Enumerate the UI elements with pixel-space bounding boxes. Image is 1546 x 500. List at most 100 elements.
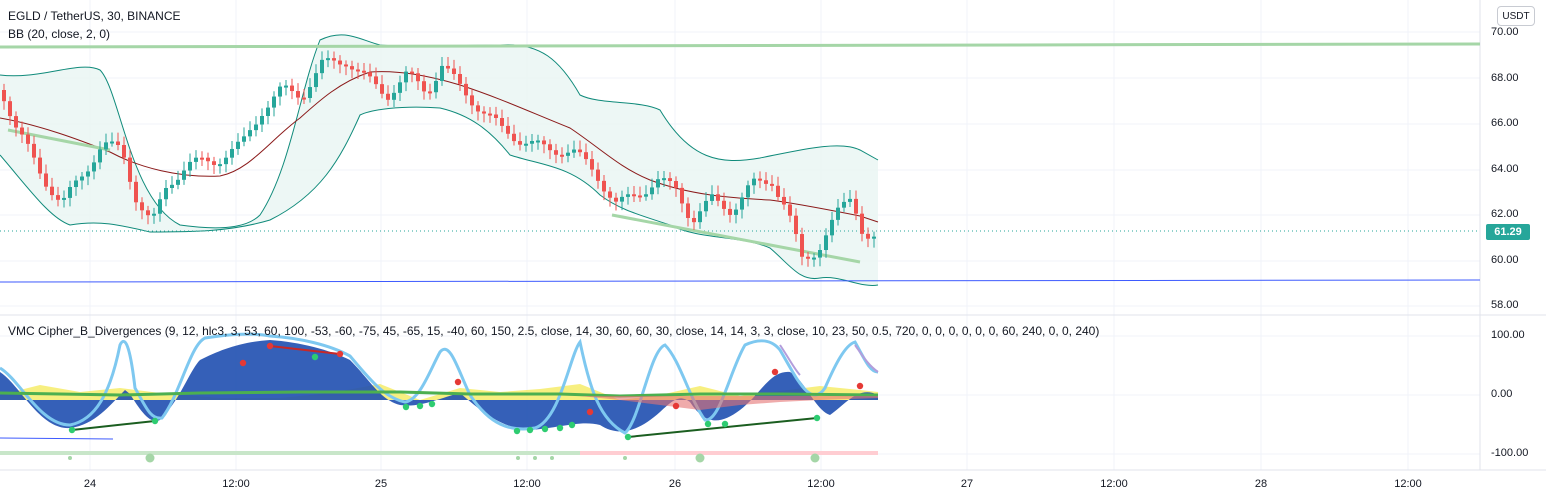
signal-dot <box>526 426 534 434</box>
candle-body <box>542 140 546 145</box>
candle-body <box>380 84 384 94</box>
time-tick: 26 <box>668 478 682 490</box>
candle-body <box>32 143 36 158</box>
candlestick-series[interactable] <box>2 50 876 267</box>
candle-body <box>482 111 486 114</box>
time-tick: 12:00 <box>1394 478 1422 490</box>
candle-body <box>194 157 198 162</box>
candle-body <box>206 157 210 162</box>
signal-dot <box>239 359 247 367</box>
signal-dot <box>402 403 410 411</box>
candle-body <box>674 181 678 188</box>
candle-body <box>416 73 420 82</box>
bb-indicator-label[interactable]: BB (20, close, 2, 0) <box>8 27 111 41</box>
signal-dot <box>721 420 729 428</box>
candle-body <box>506 125 510 134</box>
candle-body <box>524 143 528 146</box>
signal-dot <box>568 421 576 429</box>
candle-body <box>824 235 828 251</box>
candle-body <box>254 124 258 131</box>
candle-body <box>98 149 102 163</box>
price-tick: 62.00 <box>1491 208 1519 220</box>
candle-body <box>296 91 300 98</box>
currency-button[interactable]: USDT <box>1497 6 1535 26</box>
candle-body <box>314 73 318 88</box>
candle-body <box>326 58 330 61</box>
candle-body <box>68 187 72 198</box>
candle-body <box>836 207 840 220</box>
trendline-left[interactable] <box>7 128 111 152</box>
time-tick: 12:00 <box>513 478 541 490</box>
signal-dot <box>771 368 779 376</box>
candle-body <box>272 96 276 108</box>
candle-body <box>458 74 462 84</box>
price-tick: 58.00 <box>1491 299 1519 311</box>
candle-body <box>758 178 762 181</box>
candle-body <box>140 202 144 211</box>
bollinger-band-fill <box>0 34 878 286</box>
signal-dot <box>68 426 76 434</box>
candle-body <box>800 234 804 257</box>
price-tick: 68.00 <box>1491 72 1519 84</box>
signal-dot <box>704 420 712 428</box>
candle-body <box>344 64 348 67</box>
candle-body <box>650 187 654 195</box>
candle-body <box>350 66 354 70</box>
candle-body <box>440 65 444 81</box>
time-tick: 27 <box>960 478 974 490</box>
bullish-divergence-line-1 <box>71 420 156 431</box>
candle-body <box>566 152 570 156</box>
candle-body <box>116 141 120 146</box>
candle-body <box>638 195 642 198</box>
candle-body <box>320 59 324 74</box>
candle-body <box>86 171 90 177</box>
candle-body <box>794 215 798 235</box>
resistance-line[interactable] <box>0 42 1481 49</box>
time-tick: 12:00 <box>1100 478 1128 490</box>
candle-body <box>848 198 852 202</box>
candle-body <box>368 72 372 77</box>
candle-body <box>392 92 396 100</box>
time-tick: 24 <box>83 478 97 490</box>
candle-body <box>104 142 108 150</box>
candle-body <box>446 65 450 69</box>
candle-body <box>434 80 438 93</box>
signal-dot <box>695 453 705 463</box>
candle-body <box>644 194 648 197</box>
candle-body <box>842 201 846 208</box>
signal-dots <box>68 342 864 463</box>
signal-dot <box>550 456 554 460</box>
time-tick: 12:00 <box>807 478 835 490</box>
wave-dark-area <box>0 340 878 432</box>
candle-body <box>266 107 270 116</box>
candle-body <box>158 199 162 214</box>
candle-body <box>854 198 858 214</box>
wave-one-line <box>0 332 879 435</box>
signal-dot <box>151 417 159 425</box>
symbol-title[interactable]: EGLD / TetherUS, 30, BINANCE <box>8 9 181 23</box>
candle-body <box>50 186 54 196</box>
candle-body <box>242 136 246 142</box>
candle-body <box>92 162 96 172</box>
candle-body <box>80 176 84 181</box>
vmc-indicator-label[interactable]: VMC Cipher_B_Divergences (9, 12, hlc3, 3… <box>8 324 1100 338</box>
signal-dot <box>856 382 864 390</box>
candle-body <box>212 161 216 165</box>
candle-body <box>554 150 558 155</box>
candle-body <box>398 82 402 93</box>
candle-body <box>590 159 594 170</box>
candle-body <box>278 86 282 97</box>
signal-dot <box>428 400 436 408</box>
bullish-divergence-line-2 <box>627 417 818 438</box>
support-line[interactable] <box>0 279 1481 283</box>
indicator-tick: 0.00 <box>1491 388 1513 400</box>
candle-body <box>8 101 12 117</box>
candle-body <box>410 71 414 74</box>
price-tick: 66.00 <box>1491 117 1519 129</box>
candle-body <box>860 213 864 234</box>
signal-dot <box>516 456 520 460</box>
candle-body <box>530 141 534 144</box>
time-tick: 28 <box>1254 478 1268 490</box>
